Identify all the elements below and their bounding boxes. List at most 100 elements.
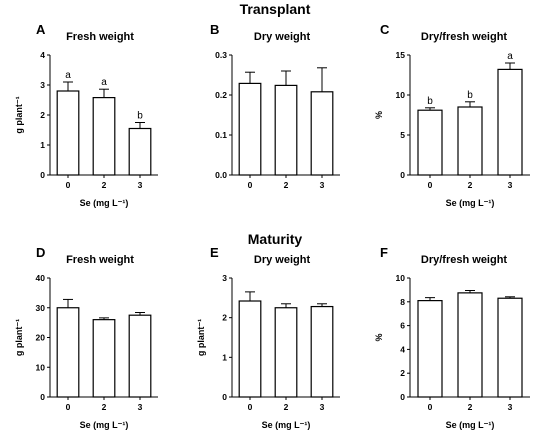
section-title-maturity: Maturity bbox=[248, 231, 303, 247]
bar-b-0 bbox=[238, 82, 262, 176]
y-tick-label-a-0: 0 bbox=[40, 170, 45, 180]
y-tick-label-c-3: 15 bbox=[396, 50, 406, 60]
x-tick-label-b-3: 3 bbox=[320, 180, 325, 190]
sig-letter-c-2: b bbox=[467, 90, 473, 101]
panel-b: B Dry weight 0.0 0.1 0.2 0.3 0 2 3 bbox=[210, 22, 340, 190]
panel-letter-a: A bbox=[36, 22, 46, 37]
bar-f-3 bbox=[497, 297, 523, 398]
panel-title-d: Fresh weight bbox=[66, 254, 134, 266]
panel-f: F Dry/fresh weight 0 2 4 6 8 10% 0 2 3 Se (mg L⁻¹) bbox=[374, 245, 530, 430]
y-tick-label-f-3: 6 bbox=[400, 321, 405, 331]
panel-c: C Dry/fresh weight 0 5 10 15% b 0 b 2 a 3 Se (mg L⁻¹… bbox=[374, 22, 530, 208]
x-tick-label-d-2: 2 bbox=[102, 402, 107, 412]
x-axis-label-d: Se (mg L⁻¹) bbox=[80, 420, 129, 430]
sig-letter-a-0: a bbox=[65, 70, 71, 81]
panel-title-c: Dry/fresh weight bbox=[421, 31, 508, 43]
x-tick-label-c-3: 3 bbox=[508, 180, 513, 190]
panel-letter-f: F bbox=[380, 245, 388, 260]
y-tick-label-f-4: 8 bbox=[400, 297, 405, 307]
panels: A Fresh weight 0 1 2 3 4 g plant⁻¹ a 0 a 2 b 3 Se (mg … bbox=[14, 22, 530, 430]
bar-b-3 bbox=[310, 91, 334, 176]
panel-letter-d: D bbox=[36, 245, 45, 260]
y-tick-label-e-3: 3 bbox=[222, 273, 227, 283]
x-axis-label-c: Se (mg L⁻¹) bbox=[446, 198, 495, 208]
y-tick-label-b-3: 0.3 bbox=[215, 50, 227, 60]
x-tick-label-b-0: 0 bbox=[248, 180, 253, 190]
section-title-transplant: Transplant bbox=[240, 1, 311, 17]
panel-title-e: Dry weight bbox=[254, 254, 311, 266]
y-tick-label-d-4: 40 bbox=[36, 273, 46, 283]
y-tick-label-e-0: 0 bbox=[222, 392, 227, 402]
y-axis-label-e: g plant⁻¹ bbox=[196, 319, 206, 356]
y-tick-label-a-1: 1 bbox=[40, 140, 45, 150]
y-tick-label-c-2: 10 bbox=[396, 90, 406, 100]
x-tick-label-c-2: 2 bbox=[468, 180, 473, 190]
y-axis-label-a: g plant⁻¹ bbox=[14, 96, 24, 133]
bar-f-0 bbox=[417, 300, 443, 398]
x-tick-label-a-3: 3 bbox=[138, 180, 143, 190]
bar-e-3 bbox=[310, 305, 334, 398]
y-tick-label-e-2: 2 bbox=[222, 313, 227, 323]
y-axis-label-f: % bbox=[374, 333, 384, 341]
bar-c-2 bbox=[457, 106, 483, 176]
y-tick-label-f-0: 0 bbox=[400, 392, 405, 402]
y-tick-label-f-5: 10 bbox=[396, 273, 406, 283]
y-tick-label-f-1: 2 bbox=[400, 368, 405, 378]
y-tick-label-a-4: 4 bbox=[40, 50, 45, 60]
y-tick-label-a-3: 3 bbox=[40, 80, 45, 90]
panel-title-a: Fresh weight bbox=[66, 31, 134, 43]
bar-c-3 bbox=[497, 68, 523, 176]
bar-e-0 bbox=[238, 300, 262, 398]
y-tick-label-b-1: 0.1 bbox=[215, 130, 227, 140]
sig-letter-a-3: b bbox=[137, 111, 143, 122]
sig-letter-c-3: a bbox=[507, 51, 513, 62]
x-tick-label-e-0: 0 bbox=[248, 402, 253, 412]
y-tick-label-b-2: 0.2 bbox=[215, 90, 227, 100]
sig-letter-a-2: a bbox=[101, 77, 107, 88]
bar-c-0 bbox=[417, 109, 443, 176]
panel-title-b: Dry weight bbox=[254, 31, 311, 43]
sig-letter-c-0: b bbox=[427, 96, 433, 107]
panel-e: E Dry weight 0 1 2 3 g plant⁻¹ 0 2 3 Se (mg L⁻¹) bbox=[196, 245, 340, 430]
bar-a-2 bbox=[92, 96, 116, 176]
panel-title-f: Dry/fresh weight bbox=[421, 254, 508, 266]
bar-a-0 bbox=[56, 90, 80, 176]
y-tick-label-a-2: 2 bbox=[40, 110, 45, 120]
bar-b-2 bbox=[274, 84, 298, 176]
panel-d: D Fresh weight 0 10 20 30 40 g plant⁻¹ 0 2 3 Se (mg… bbox=[14, 245, 158, 430]
panel-a: A Fresh weight 0 1 2 3 4 g plant⁻¹ a 0 a 2 b 3 Se (mg … bbox=[14, 22, 158, 208]
x-axis-label-a: Se (mg L⁻¹) bbox=[80, 198, 129, 208]
x-tick-label-b-2: 2 bbox=[284, 180, 289, 190]
y-tick-label-d-1: 10 bbox=[36, 362, 46, 372]
panel-letter-b: B bbox=[210, 22, 219, 37]
x-tick-label-d-0: 0 bbox=[66, 402, 71, 412]
y-axis-label-d: g plant⁻¹ bbox=[14, 319, 24, 356]
y-tick-label-d-0: 0 bbox=[40, 392, 45, 402]
x-tick-label-d-3: 3 bbox=[138, 402, 143, 412]
bar-f-2 bbox=[457, 292, 483, 398]
y-tick-label-d-2: 20 bbox=[36, 333, 46, 343]
x-axis-label-e: Se (mg L⁻¹) bbox=[262, 420, 311, 430]
x-tick-label-f-2: 2 bbox=[468, 402, 473, 412]
bar-d-0 bbox=[56, 307, 80, 398]
y-tick-label-b-0: 0.0 bbox=[215, 170, 227, 180]
x-tick-label-c-0: 0 bbox=[428, 180, 433, 190]
y-axis-label-c: % bbox=[374, 111, 384, 119]
bar-a-3 bbox=[128, 127, 152, 176]
x-axis-label-f: Se (mg L⁻¹) bbox=[446, 420, 495, 430]
y-tick-label-f-2: 4 bbox=[400, 344, 405, 354]
x-tick-label-e-2: 2 bbox=[284, 402, 289, 412]
x-tick-label-a-2: 2 bbox=[102, 180, 107, 190]
panel-letter-e: E bbox=[210, 245, 219, 260]
y-tick-label-d-3: 30 bbox=[36, 303, 46, 313]
panel-letter-c: C bbox=[380, 22, 390, 37]
x-tick-label-a-0: 0 bbox=[66, 180, 71, 190]
y-tick-label-c-0: 0 bbox=[400, 170, 405, 180]
x-tick-label-f-0: 0 bbox=[428, 402, 433, 412]
bar-e-2 bbox=[274, 307, 298, 398]
bar-d-3 bbox=[128, 314, 152, 398]
y-tick-label-c-1: 5 bbox=[400, 130, 405, 140]
x-tick-label-f-3: 3 bbox=[508, 402, 513, 412]
y-tick-label-e-1: 1 bbox=[222, 352, 227, 362]
